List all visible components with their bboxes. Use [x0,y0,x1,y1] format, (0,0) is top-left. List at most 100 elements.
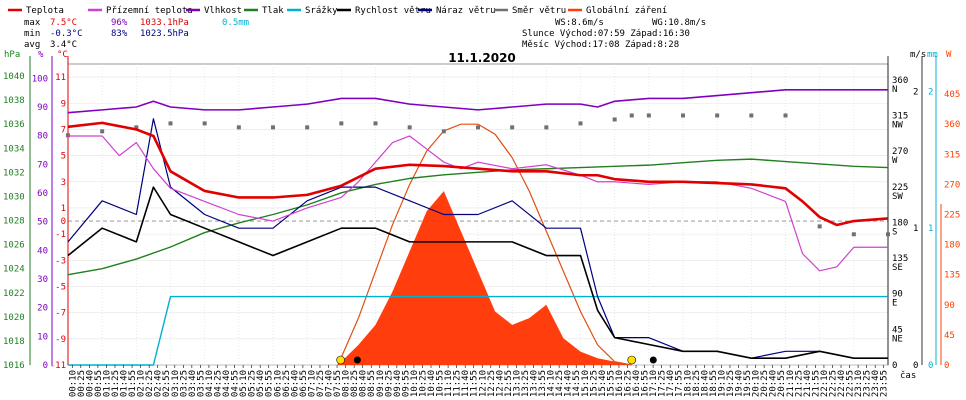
x-tick-label: 20:40 [769,370,779,397]
x-tick-label: 11:55 [470,370,480,397]
x-tick-label: 12:25 [487,370,497,397]
x-tick-label: 07:10 [307,370,317,397]
x-tick-label: 15:10 [581,370,591,397]
tick-label-radiation: 90 [944,301,955,311]
tick-label-wind-dir: 180 [892,218,908,228]
x-tick-label: 20:10 [752,370,762,397]
wind-dir-point [339,121,344,126]
tick-label-wind-dir: 360 [892,76,908,86]
x-tick-label: 01:25 [111,370,121,397]
stat-sun: Slunce Východ:07:59 Západ:16:30 [522,29,690,39]
legend-label: Rychlost větru [355,6,431,16]
tick-label-radiation: 315 [944,150,960,160]
wind-dir-point [544,125,549,130]
tick-label-pressure: 1036 [3,120,25,130]
x-tick-label: 19:25 [726,370,736,397]
x-tick-label: 11:25 [453,370,463,397]
x-tick-label: 09:55 [401,370,411,397]
tick-label-temp: 9 [61,99,66,109]
legend-label: Globální záření [586,6,667,16]
stat-hum-min: 83% [111,29,128,39]
wind-dir-point [271,125,275,130]
series-ground-temp [68,135,888,272]
tick-label-temp: -11 [50,361,66,371]
x-tick-label: 12:55 [504,370,514,397]
tick-label-pressure: 1034 [3,144,25,154]
x-tick-label: 20:25 [760,370,770,397]
tick-label-humidity: 100 [32,74,48,84]
sun-marker [336,355,345,365]
x-tick-label: 21:40 [803,370,813,397]
x-tick-label: 00:55 [94,370,104,397]
series-rain [68,295,888,366]
stat-hum-max: 96% [111,18,128,28]
x-tick-label: 06:10 [273,370,283,397]
x-tick-label: 08:10 [342,370,352,397]
x-tick-label: 08:25 [350,370,360,397]
tick-label-pressure: 1028 [3,217,25,227]
x-tick-label: 21:25 [794,370,804,397]
wind-dir-point [646,113,651,118]
tick-label-temp: -9 [55,335,66,345]
x-tick-label: 11:40 [461,370,471,397]
x-tick-label: 00:25 [77,370,87,397]
wind-dir-point [373,121,378,126]
plot-area [66,89,890,366]
tick-label-pressure: 1032 [3,168,25,178]
tick-label-pressure: 1018 [3,337,25,347]
x-tick-label: 01:55 [128,370,138,397]
wind-dir-point [134,125,139,130]
tick-label-wind-dir: 0 [892,361,897,371]
x-tick-label: 12:10 [478,370,488,397]
tick-label-humidity: 60 [37,189,48,199]
x-tick-label: 19:10 [717,370,727,397]
tick-label-temp: -7 [55,309,66,319]
x-tick-label: 23:10 [854,370,864,397]
wind-dir-point [305,125,310,130]
tick-label-wind-speed: 0 [913,361,918,371]
x-tick-label: 18:40 [700,370,710,397]
tick-label-pressure: 1016 [3,361,25,371]
x-tick-label: 10:25 [418,370,428,397]
legend-label: Náraz větru [436,6,496,16]
moon-marker [649,356,657,364]
tick-label-wind-dir-compass: S [892,227,897,237]
legend-label: Tlak [262,6,284,16]
x-tick-label: 23:55 [880,370,890,397]
x-tick-label: 22:55 [846,370,856,397]
wind-dir-point [578,121,583,126]
tick-label-pressure: 1026 [3,241,25,251]
series-radiation-max [337,123,632,366]
x-tick-label: 14:25 [555,370,565,397]
tick-label-wind-dir-compass: SW [892,192,903,202]
stat-press-max: 1033.1hPa [140,18,189,28]
x-tick-label: 14:10 [547,370,557,397]
unit-ms: m/s [910,50,926,60]
tick-label-wind-dir: 225 [892,183,908,193]
wind-dir-point [681,113,685,118]
legend: Teplota Přízemní teplota Vlhkost Tlak Srážky… [8,6,667,16]
x-tick-label: 13:55 [538,370,548,397]
tick-label-temp: 11 [55,73,66,83]
unit-degc: °C [57,50,68,60]
x-tick-label: 08:55 [367,370,377,397]
x-tick-label: 16:40 [632,370,642,397]
x-tick-label: 06:40 [290,370,300,397]
wind-dir-point [407,125,412,130]
wind-dir-point [886,232,890,237]
unit-hpa: hPa [4,50,20,60]
tick-label-radiation: 0 [944,361,949,371]
wind-dir-point [202,121,207,126]
tick-label-humidity: 40 [37,246,48,256]
wind-dir-point [236,125,241,130]
tick-label-radiation: 225 [944,211,960,221]
wind-dir-point [100,129,105,134]
x-tick-label: 01:40 [120,370,130,397]
tick-label-radiation: 45 [944,331,955,341]
x-tick-label: 21:55 [811,370,821,397]
stat-temp-avg: 3.4°C [50,40,77,50]
x-tick-label: 17:40 [666,370,676,397]
x-tick-label: 10:55 [436,370,446,397]
tick-label-wind-dir-compass: NW [892,120,903,130]
